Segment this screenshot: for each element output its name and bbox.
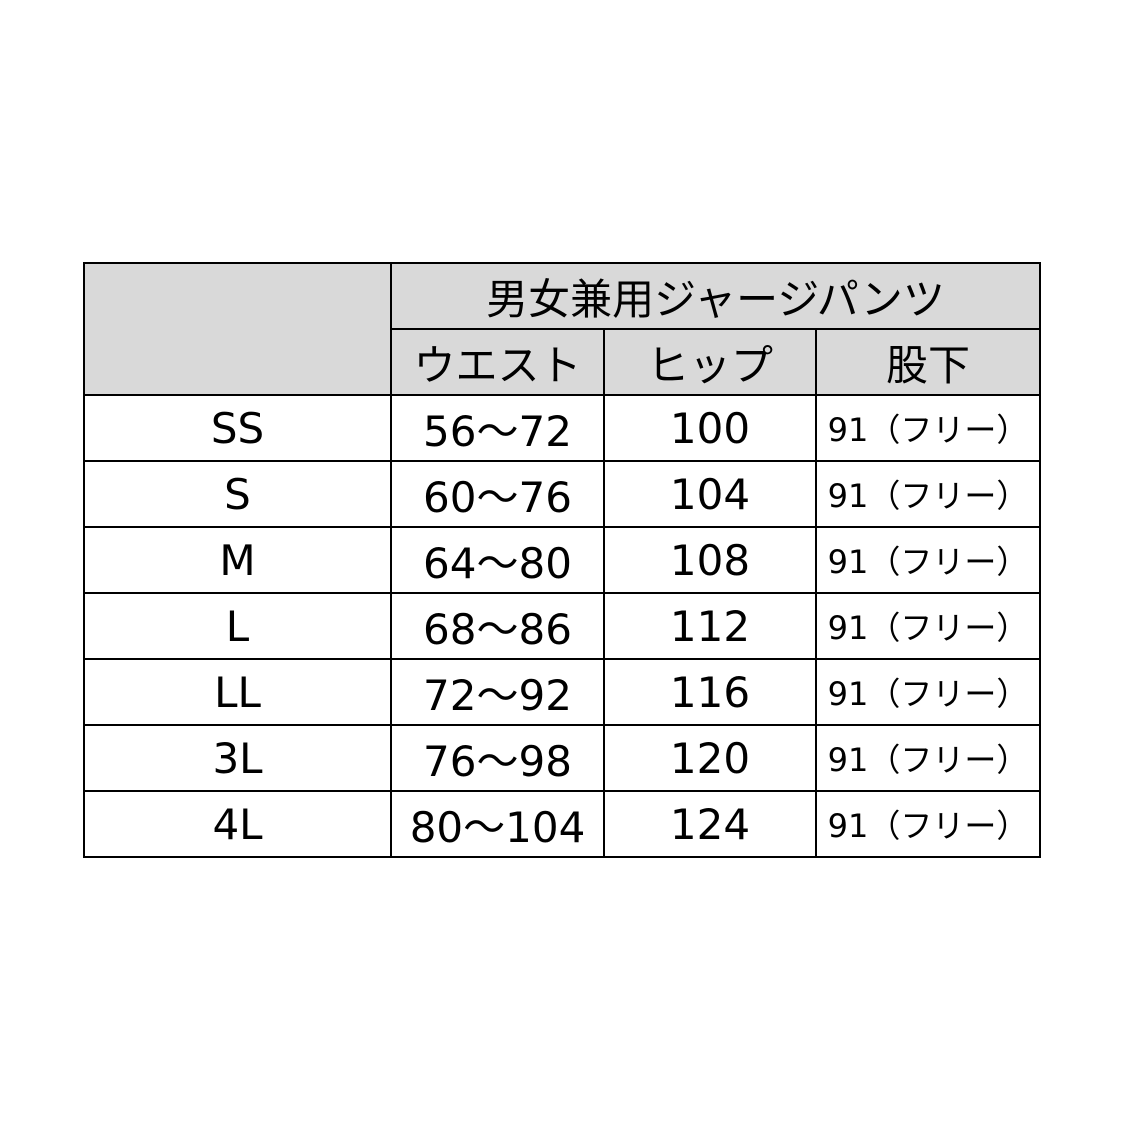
table-cell: 91（フリー） xyxy=(815,658,1041,726)
table-cell: 124 xyxy=(603,790,817,858)
column-header: 股下 xyxy=(815,328,1041,396)
size-label: 3L xyxy=(83,724,392,792)
table-cell: 108 xyxy=(603,526,817,594)
table-cell: 104 xyxy=(603,460,817,528)
table-row: M 64～80 108 91（フリー） xyxy=(83,526,1041,594)
size-label: M xyxy=(83,526,392,594)
table-cell: 91（フリー） xyxy=(815,526,1041,594)
table-cell: 91（フリー） xyxy=(815,790,1041,858)
table-cell: 80～104 xyxy=(390,790,605,858)
title-row: 男女兼用ジャージパンツ xyxy=(83,262,1041,396)
table-cell: 56～72 xyxy=(390,394,605,462)
table-row: SS 56～72 100 91（フリー） xyxy=(83,394,1041,462)
table-row: L 68～86 112 91（フリー） xyxy=(83,592,1041,660)
table-row: 3L 76～98 120 91（フリー） xyxy=(83,724,1041,792)
table-cell: 68～86 xyxy=(390,592,605,660)
table-cell: 120 xyxy=(603,724,817,792)
table-cell: 91（フリー） xyxy=(815,592,1041,660)
table-row: S 60～76 104 91（フリー） xyxy=(83,460,1041,528)
table-cell: 60～76 xyxy=(390,460,605,528)
table-row: 4L 80～104 124 91（フリー） xyxy=(83,790,1041,858)
column-header: ウエスト xyxy=(390,328,605,396)
table-row: LL 72～92 116 91（フリー） xyxy=(83,658,1041,726)
table-cell: 100 xyxy=(603,394,817,462)
table-cell: 91（フリー） xyxy=(815,460,1041,528)
column-header-row: ウエスト ヒップ 股下 xyxy=(84,328,1041,396)
table-cell: 116 xyxy=(603,658,817,726)
table-cell: 76～98 xyxy=(390,724,605,792)
table-cell: 91（フリー） xyxy=(815,394,1041,462)
size-label: LL xyxy=(83,658,392,726)
size-table: 男女兼用ジャージパンツ ウエスト ヒップ 股下 SS 56～72 100 91（フリー） S… xyxy=(83,262,1041,858)
size-label: S xyxy=(83,460,392,528)
table-cell: 91（フリー） xyxy=(815,724,1041,792)
table-cell: 112 xyxy=(603,592,817,660)
table-title: 男女兼用ジャージパンツ xyxy=(390,262,1041,330)
size-label: SS xyxy=(83,394,392,462)
corner-cell xyxy=(83,262,392,396)
size-label: L xyxy=(83,592,392,660)
size-label: 4L xyxy=(83,790,392,858)
table-cell: 64～80 xyxy=(390,526,605,594)
table-body: 男女兼用ジャージパンツ ウエスト ヒップ 股下 SS 56～72 100 91（フリー） S… xyxy=(83,262,1041,858)
table-cell: 72～92 xyxy=(390,658,605,726)
column-header: ヒップ xyxy=(603,328,817,396)
